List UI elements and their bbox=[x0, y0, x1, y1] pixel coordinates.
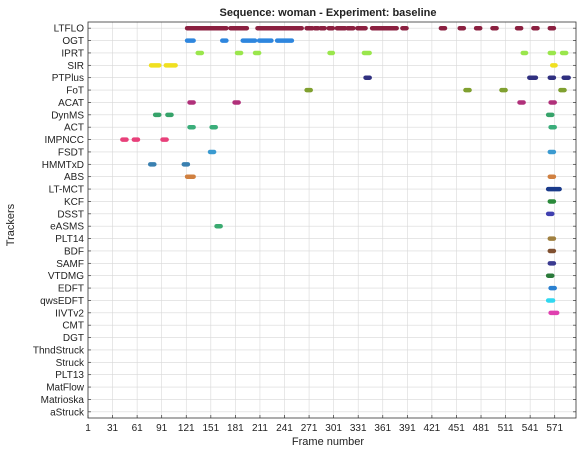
y-tick-label: EDFT bbox=[58, 284, 84, 295]
y-tick-label: Struck bbox=[56, 358, 85, 369]
y-tick-label: DGT bbox=[63, 333, 84, 344]
x-tick-label: 571 bbox=[546, 423, 563, 434]
x-tick-label: 451 bbox=[448, 423, 465, 434]
y-tick-label: qwsEDFT bbox=[40, 296, 84, 307]
tracker-failure-marks bbox=[120, 25, 571, 316]
x-tick-label: 481 bbox=[473, 423, 490, 434]
x-tick-label: 391 bbox=[399, 423, 416, 434]
x-tick-label: 271 bbox=[301, 423, 318, 434]
x-tick-label: 301 bbox=[325, 423, 342, 434]
y-axis-label: Trackers bbox=[5, 203, 17, 246]
y-tick-label: LTFLO bbox=[54, 24, 85, 35]
y-tick-label: LT-MCT bbox=[49, 185, 84, 196]
y-tick-label: IIVTv2 bbox=[55, 308, 84, 319]
x-tick-label: 331 bbox=[350, 423, 367, 434]
y-tick-label: DynMS bbox=[51, 110, 84, 121]
y-tick-label: IMPNCC bbox=[45, 135, 84, 146]
y-tick-label: SIR bbox=[67, 61, 84, 72]
x-tick-label: 151 bbox=[202, 423, 219, 434]
x-axis-tick-labels: 1 31 61 91 121 151 181 211 241 271 301 331 361 391 421… bbox=[85, 423, 563, 434]
y-tick-label: PLT14 bbox=[55, 234, 84, 245]
y-tick-label: ACAT bbox=[58, 98, 84, 109]
x-tick-label: 361 bbox=[374, 423, 391, 434]
y-tick-label: CMT bbox=[62, 321, 84, 332]
y-tick-label: eASMS bbox=[50, 222, 84, 233]
y-tick-label: FoT bbox=[66, 86, 84, 97]
y-tick-label: ABS bbox=[64, 172, 84, 183]
x-tick-label: 511 bbox=[498, 423, 514, 434]
y-tick-label: MatFlow bbox=[46, 383, 85, 394]
x-tick-label: 211 bbox=[252, 423, 268, 434]
y-tick-label: DSST bbox=[57, 209, 84, 220]
y-tick-label: OGT bbox=[62, 36, 84, 47]
y-tick-label: aStruck bbox=[50, 407, 85, 418]
plot-frame bbox=[87, 21, 577, 419]
y-tick-label: VTDMG bbox=[48, 271, 84, 282]
x-tick-label: 61 bbox=[132, 423, 144, 434]
y-tick-label: PTPlus bbox=[52, 73, 84, 84]
grid-lines bbox=[87, 22, 576, 418]
y-tick-label: KCF bbox=[64, 197, 84, 208]
x-tick-label: 421 bbox=[424, 423, 441, 434]
y-tick-label: PLT13 bbox=[55, 370, 84, 381]
x-axis-label: Frame number bbox=[292, 436, 364, 448]
chart-title: Sequence: woman - Experiment: baseline bbox=[219, 7, 436, 19]
y-tick-label: ACT bbox=[64, 123, 84, 134]
y-tick-label: IPRT bbox=[61, 48, 84, 59]
x-tick-label: 241 bbox=[276, 423, 293, 434]
x-tick-label: 91 bbox=[156, 423, 168, 434]
y-tick-label: BDF bbox=[64, 246, 84, 257]
x-tick-label: 541 bbox=[522, 423, 539, 434]
y-tick-label: SAMF bbox=[56, 259, 84, 270]
x-tick-label: 121 bbox=[178, 423, 195, 434]
x-tick-label: 181 bbox=[227, 423, 244, 434]
x-tick-label: 31 bbox=[107, 423, 119, 434]
x-tick-label: 1 bbox=[85, 423, 91, 434]
y-tick-label: ThndStruck bbox=[33, 345, 85, 356]
y-tick-label: Matrioska bbox=[41, 395, 85, 406]
y-tick-label: HMMTxD bbox=[42, 160, 84, 171]
y-tick-label: FSDT bbox=[58, 147, 84, 158]
